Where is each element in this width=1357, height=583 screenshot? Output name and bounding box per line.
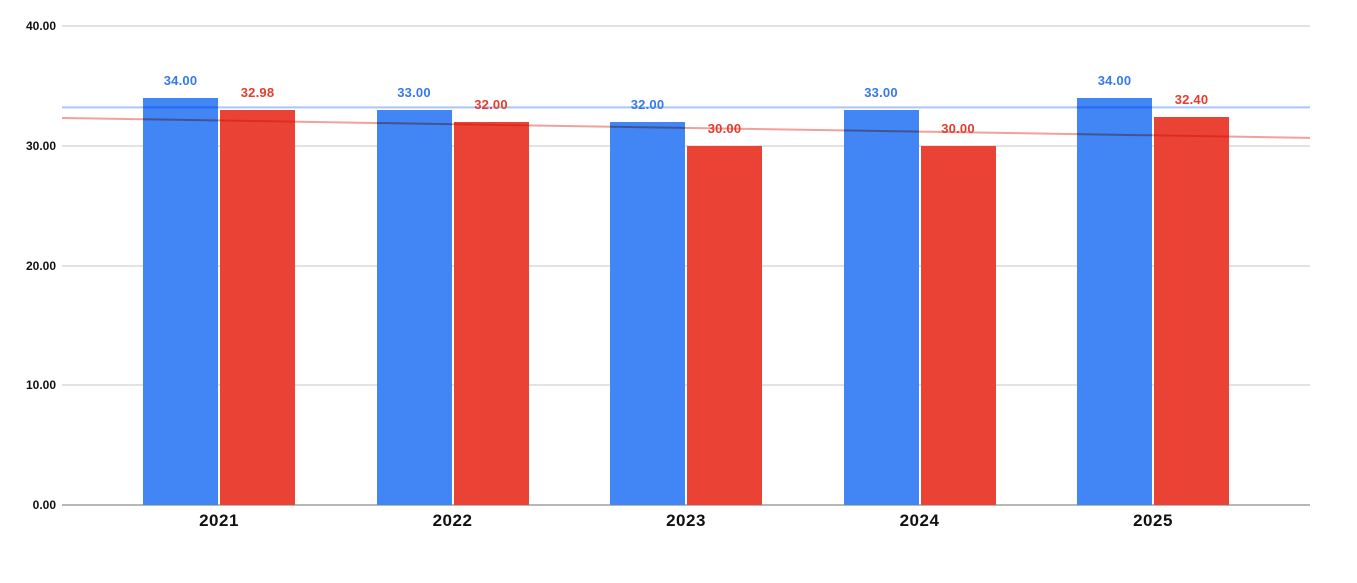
- blue-series-data-label-2025: 34.00: [1097, 72, 1132, 88]
- blue-series-bar-2022[interactable]: [376, 109, 452, 505]
- red-series-data-label-2022: 32.00: [474, 96, 508, 112]
- blue-series-bar-2025[interactable]: [1077, 97, 1152, 505]
- blue-series-data-label-2022: 33.00: [397, 84, 431, 100]
- blue-series-bar-2023[interactable]: [610, 121, 685, 505]
- y-gridline: [62, 384, 1310, 387]
- red-series-bar-2021[interactable]: [220, 110, 295, 505]
- x-axis-tick-label: 2025: [1133, 511, 1173, 530]
- red-series-data-label-2025: 32.40: [1174, 92, 1209, 107]
- red-series-data-label-2024: 30.00: [941, 120, 975, 136]
- red-series-data-label-2023: 30.00: [707, 120, 742, 136]
- y-gridline: [62, 144, 1310, 147]
- y-axis-tick-label: 20.00: [25, 258, 56, 273]
- y-axis-tick-label: 10.00: [25, 378, 56, 393]
- y-gridline: [62, 25, 1310, 27]
- x-axis-tick-label: 2023: [666, 511, 706, 530]
- y-axis-tick-label: 0.00: [32, 498, 56, 512]
- blue-series-data-label-2023: 32.00: [630, 96, 665, 112]
- x-axis-tick-label: 2022: [432, 511, 473, 530]
- red-series-trendline: [61, 116, 1311, 139]
- blue-series-data-label-2021: 34.00: [163, 72, 198, 88]
- y-axis-tick-label: 40.00: [25, 19, 56, 33]
- red-series-data-label-2021: 32.98: [240, 85, 275, 101]
- x-axis-tick-label: 2024: [899, 511, 940, 530]
- red-series-bar-2025[interactable]: [1154, 117, 1229, 505]
- red-series-bar-2022[interactable]: [453, 121, 529, 505]
- red-series-bar-2024[interactable]: [920, 145, 996, 505]
- x-axis-tick-label: 2021: [199, 511, 239, 530]
- x-axis-baseline: [62, 504, 1310, 506]
- blue-series-bar-2021[interactable]: [143, 97, 218, 505]
- y-axis-tick-label: 30.00: [25, 138, 56, 153]
- red-series-bar-2023[interactable]: [687, 145, 762, 505]
- blue-series-data-label-2024: 33.00: [864, 84, 898, 100]
- blue-series-bar-2024[interactable]: [843, 109, 919, 505]
- y-gridline: [62, 264, 1310, 267]
